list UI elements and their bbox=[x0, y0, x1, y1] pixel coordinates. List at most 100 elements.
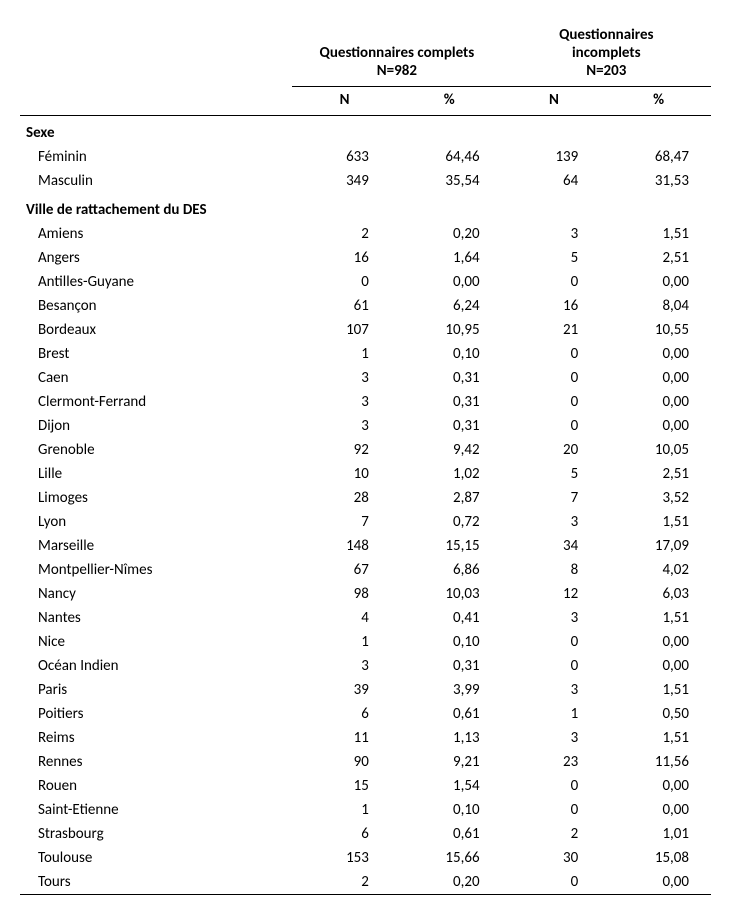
row-n1: 107 bbox=[292, 318, 397, 342]
row-n2: 21 bbox=[502, 318, 607, 342]
row-p2: 8,04 bbox=[606, 294, 711, 318]
row-label: Montpellier-Nîmes bbox=[20, 558, 292, 582]
row-n2: 0 bbox=[502, 870, 607, 895]
row-label: Reims bbox=[20, 726, 292, 750]
row-label: Saint-Etienne bbox=[20, 798, 292, 822]
table-row: Tours20,2000,00 bbox=[20, 870, 711, 895]
row-n2: 139 bbox=[502, 145, 607, 169]
row-p1: 0,10 bbox=[397, 798, 502, 822]
row-n2: 7 bbox=[502, 486, 607, 510]
table-row: Féminin63364,4613968,47 bbox=[20, 145, 711, 169]
group1-pct-header: % bbox=[397, 87, 502, 116]
row-p1: 0,31 bbox=[397, 366, 502, 390]
row-n2: 20 bbox=[502, 438, 607, 462]
row-p1: 0,61 bbox=[397, 702, 502, 726]
row-p1: 1,54 bbox=[397, 774, 502, 798]
row-label: Féminin bbox=[20, 145, 292, 169]
row-n1: 3 bbox=[292, 390, 397, 414]
row-n2: 5 bbox=[502, 246, 607, 270]
row-p1: 1,64 bbox=[397, 246, 502, 270]
row-n2: 12 bbox=[502, 582, 607, 606]
row-label: Antilles-Guyane bbox=[20, 270, 292, 294]
row-label: Toulouse bbox=[20, 846, 292, 870]
table-row: Nancy9810,03126,03 bbox=[20, 582, 711, 606]
row-n2: 1 bbox=[502, 702, 607, 726]
row-p2: 0,00 bbox=[606, 390, 711, 414]
section-header-row: Sexe bbox=[20, 116, 711, 146]
row-n2: 0 bbox=[502, 798, 607, 822]
row-p2: 0,00 bbox=[606, 414, 711, 438]
row-n1: 98 bbox=[292, 582, 397, 606]
group2-pct-header: % bbox=[606, 87, 711, 116]
row-n1: 7 bbox=[292, 510, 397, 534]
row-p1: 0,10 bbox=[397, 342, 502, 366]
row-label: Limoges bbox=[20, 486, 292, 510]
row-p1: 0,31 bbox=[397, 414, 502, 438]
group2-title-l1: Questionnaires bbox=[559, 26, 653, 44]
row-n2: 3 bbox=[502, 606, 607, 630]
row-p1: 1,13 bbox=[397, 726, 502, 750]
table-row: Amiens20,2031,51 bbox=[20, 222, 711, 246]
blank-header bbox=[20, 20, 292, 87]
row-p2: 17,09 bbox=[606, 534, 711, 558]
row-label: Grenoble bbox=[20, 438, 292, 462]
row-n2: 0 bbox=[502, 630, 607, 654]
group2-header: Questionnaires incomplets N=203 bbox=[502, 20, 711, 87]
row-label: Angers bbox=[20, 246, 292, 270]
row-n1: 92 bbox=[292, 438, 397, 462]
row-n2: 0 bbox=[502, 654, 607, 678]
row-n1: 90 bbox=[292, 750, 397, 774]
row-label: Bordeaux bbox=[20, 318, 292, 342]
row-n1: 6 bbox=[292, 702, 397, 726]
row-n2: 8 bbox=[502, 558, 607, 582]
row-label: Tours bbox=[20, 870, 292, 895]
row-label: Océan Indien bbox=[20, 654, 292, 678]
row-label: Rennes bbox=[20, 750, 292, 774]
row-p2: 2,51 bbox=[606, 462, 711, 486]
row-n2: 30 bbox=[502, 846, 607, 870]
row-p1: 0,31 bbox=[397, 654, 502, 678]
row-label: Nancy bbox=[20, 582, 292, 606]
row-p2: 10,55 bbox=[606, 318, 711, 342]
table-row: Montpellier-Nîmes676,8684,02 bbox=[20, 558, 711, 582]
table-row: Caen30,3100,00 bbox=[20, 366, 711, 390]
row-p1: 0,20 bbox=[397, 222, 502, 246]
row-p1: 6,24 bbox=[397, 294, 502, 318]
data-table: Questionnaires complets N=982 Questionna… bbox=[20, 20, 711, 895]
row-p2: 11,56 bbox=[606, 750, 711, 774]
row-p2: 4,02 bbox=[606, 558, 711, 582]
group1-title-l1: Questionnaires complets bbox=[320, 44, 475, 62]
row-p2: 1,51 bbox=[606, 606, 711, 630]
row-p2: 15,08 bbox=[606, 846, 711, 870]
row-n1: 28 bbox=[292, 486, 397, 510]
row-n2: 64 bbox=[502, 169, 607, 193]
table-row: Rennes909,212311,56 bbox=[20, 750, 711, 774]
blank-subheader bbox=[20, 87, 292, 116]
table-row: Toulouse15315,663015,08 bbox=[20, 846, 711, 870]
row-n1: 2 bbox=[292, 870, 397, 895]
row-n1: 67 bbox=[292, 558, 397, 582]
row-n1: 1 bbox=[292, 630, 397, 654]
row-label: Marseille bbox=[20, 534, 292, 558]
row-label: Brest bbox=[20, 342, 292, 366]
row-p1: 10,03 bbox=[397, 582, 502, 606]
row-p2: 0,00 bbox=[606, 342, 711, 366]
sub-header-row: N % N % bbox=[20, 87, 711, 116]
table-row: Paris393,9931,51 bbox=[20, 678, 711, 702]
row-n1: 39 bbox=[292, 678, 397, 702]
row-n1: 349 bbox=[292, 169, 397, 193]
row-p1: 6,86 bbox=[397, 558, 502, 582]
table-row: Masculin34935,546431,53 bbox=[20, 169, 711, 193]
row-n1: 6 bbox=[292, 822, 397, 846]
row-p2: 1,51 bbox=[606, 222, 711, 246]
row-n1: 3 bbox=[292, 366, 397, 390]
row-label: Paris bbox=[20, 678, 292, 702]
row-n2: 0 bbox=[502, 774, 607, 798]
row-n2: 3 bbox=[502, 510, 607, 534]
section-header-row: Ville de rattachement du DES bbox=[20, 193, 711, 222]
row-p1: 35,54 bbox=[397, 169, 502, 193]
row-n1: 2 bbox=[292, 222, 397, 246]
table-row: Dijon30,3100,00 bbox=[20, 414, 711, 438]
row-n1: 16 bbox=[292, 246, 397, 270]
group1-n-header: N bbox=[292, 87, 397, 116]
